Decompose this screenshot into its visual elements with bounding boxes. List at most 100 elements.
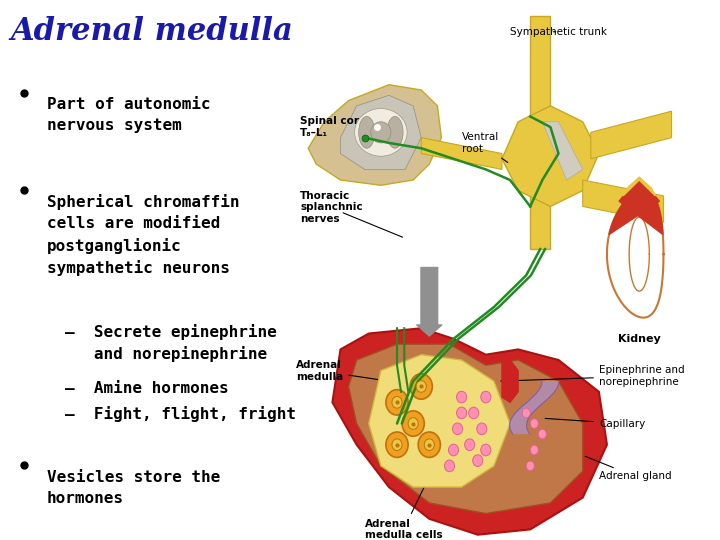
Polygon shape [522,406,539,407]
FancyArrowPatch shape [417,267,442,336]
Ellipse shape [386,432,408,457]
Polygon shape [518,409,536,410]
Ellipse shape [416,381,426,392]
Polygon shape [541,384,559,385]
Polygon shape [308,85,441,185]
Polygon shape [511,418,528,419]
Polygon shape [513,415,531,416]
Polygon shape [523,404,541,406]
Polygon shape [542,381,559,382]
Polygon shape [369,355,510,487]
Ellipse shape [371,122,391,143]
Polygon shape [514,414,531,415]
Ellipse shape [473,455,483,467]
Polygon shape [537,391,555,392]
Polygon shape [502,355,518,402]
Polygon shape [510,420,528,421]
Ellipse shape [449,444,459,456]
Ellipse shape [392,396,402,408]
Polygon shape [541,382,559,383]
Polygon shape [541,383,559,384]
Polygon shape [512,417,529,418]
Text: Capillary: Capillary [545,418,645,429]
Polygon shape [511,418,528,420]
Polygon shape [421,138,502,170]
Polygon shape [510,425,526,426]
Polygon shape [510,421,527,422]
Polygon shape [510,423,527,424]
Ellipse shape [392,439,402,450]
Ellipse shape [408,418,418,429]
Polygon shape [515,413,532,414]
Polygon shape [531,398,549,399]
Polygon shape [517,410,535,411]
Ellipse shape [444,460,454,472]
Polygon shape [333,328,607,535]
Polygon shape [534,395,552,396]
Ellipse shape [456,392,467,403]
Ellipse shape [526,461,534,471]
Ellipse shape [402,411,424,436]
Polygon shape [513,416,530,417]
Ellipse shape [539,429,546,439]
Polygon shape [510,430,528,431]
Polygon shape [607,191,663,318]
Text: –  Amine hormones: – Amine hormones [65,381,228,396]
Polygon shape [591,111,672,159]
Polygon shape [510,427,527,428]
Ellipse shape [453,423,463,435]
Ellipse shape [464,439,474,450]
Polygon shape [537,392,554,393]
Polygon shape [541,386,558,387]
Text: Part of autonomic
nervous system: Part of autonomic nervous system [47,97,210,133]
Text: –  Secrete epinephrine
   and norepinephrine: – Secrete epinephrine and norepinephrine [65,324,276,362]
Polygon shape [538,390,555,391]
Ellipse shape [424,439,434,450]
Polygon shape [341,95,421,170]
Ellipse shape [386,390,408,415]
Ellipse shape [355,109,407,156]
Polygon shape [527,401,545,402]
Text: Kidney: Kidney [618,334,661,343]
Text: Spherical chromaffin
cells are modified
postganglionic
sympathetic neurons: Spherical chromaffin cells are modified … [47,194,239,276]
Polygon shape [516,412,534,413]
Polygon shape [348,344,582,514]
Ellipse shape [530,446,539,455]
Ellipse shape [522,408,530,418]
Polygon shape [542,122,582,180]
Ellipse shape [418,432,441,457]
Text: Adrenal
medulla: Adrenal medulla [296,360,386,382]
Text: –  Fight, flight, fright: – Fight, flight, fright [65,406,296,422]
Polygon shape [516,411,534,412]
Polygon shape [541,385,558,386]
Ellipse shape [477,423,487,435]
Ellipse shape [410,374,432,399]
Polygon shape [510,424,526,425]
Ellipse shape [481,444,491,456]
Polygon shape [520,408,537,409]
Ellipse shape [387,117,403,148]
Polygon shape [535,394,553,395]
Polygon shape [510,428,527,429]
Polygon shape [540,388,557,389]
Ellipse shape [359,117,375,148]
Polygon shape [511,432,529,433]
Text: Ventral
root: Ventral root [462,132,508,163]
Polygon shape [536,393,553,394]
Ellipse shape [530,418,539,428]
Polygon shape [530,16,550,249]
Polygon shape [511,431,528,432]
Polygon shape [512,433,529,434]
Text: Thoracic
splanchnic
nerves: Thoracic splanchnic nerves [300,191,363,224]
Polygon shape [629,217,649,291]
Polygon shape [502,106,599,206]
Polygon shape [510,422,527,423]
Polygon shape [623,177,655,196]
Polygon shape [510,426,527,427]
Text: Adrenal medulla: Adrenal medulla [11,16,294,47]
Polygon shape [540,387,557,388]
Text: Adrenal
medulla cells: Adrenal medulla cells [365,479,442,540]
Text: Adrenal gland: Adrenal gland [585,456,672,482]
Ellipse shape [481,392,491,403]
Text: Epinephrine and
norepinephrine: Epinephrine and norepinephrine [500,365,685,387]
